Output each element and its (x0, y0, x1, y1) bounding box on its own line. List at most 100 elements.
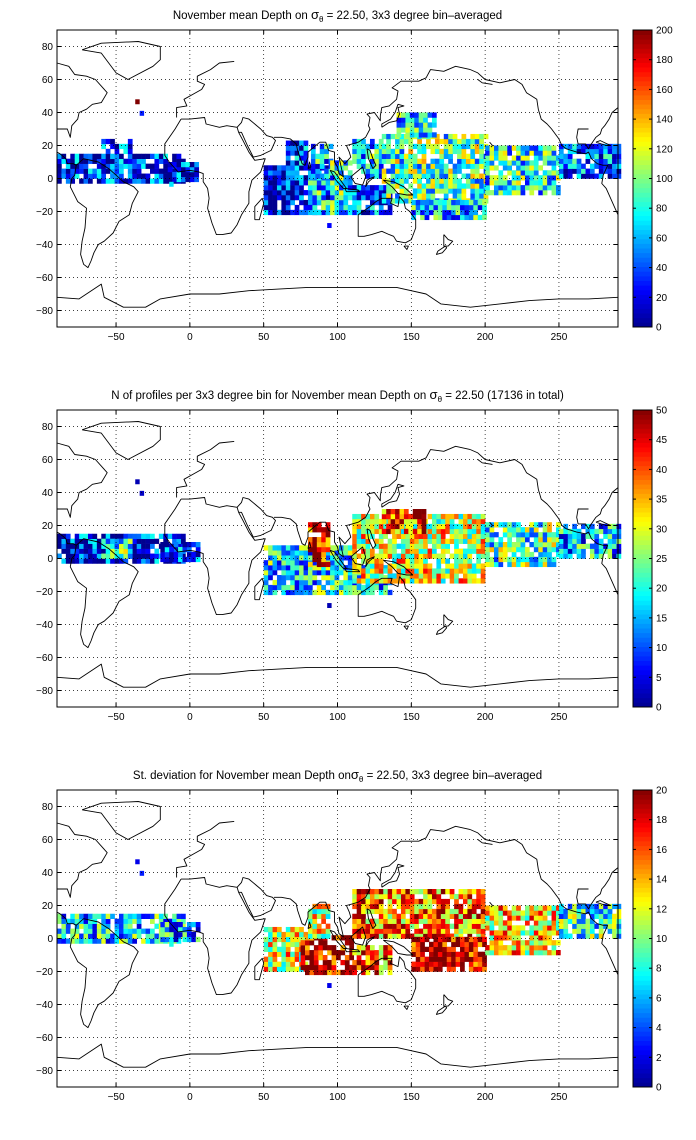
heatmap-cell (110, 143, 115, 150)
heatmap-cell (390, 183, 396, 189)
heatmap-cell (442, 204, 448, 211)
heatmap-cell (263, 170, 269, 176)
heatmap-cell (455, 209, 461, 216)
heatmap-cell (158, 533, 164, 539)
heatmap-cell (567, 168, 573, 174)
heatmap-cell (424, 204, 430, 211)
heatmap-cell (294, 946, 300, 952)
heatmap-cell (507, 925, 513, 931)
heatmap-cell (132, 548, 138, 554)
heatmap-cell (96, 178, 102, 184)
heatmap-cell (493, 155, 499, 161)
heatmap-cell (369, 918, 375, 924)
heatmap-cell (412, 518, 418, 525)
heatmap-cell (365, 928, 371, 934)
heatmap-cell (374, 199, 380, 206)
heatmap-cell (502, 190, 508, 196)
heatmap-cell (436, 513, 442, 520)
heatmap-cell (423, 913, 428, 919)
heatmap-cell (361, 933, 366, 939)
heatmap-cell (268, 584, 273, 591)
heatmap-cell (310, 168, 316, 174)
heatmap-cell (330, 170, 335, 176)
heatmap-cell (533, 537, 539, 543)
heatmap-cell (433, 946, 439, 952)
heatmap-cell (114, 548, 120, 554)
heatmap-cell (498, 551, 504, 558)
heatmap-cell (361, 893, 366, 900)
heatmap-cell (92, 173, 98, 179)
heatmap-cell (374, 959, 380, 966)
heatmap-cell (414, 127, 419, 133)
heatmap-cell (395, 193, 400, 199)
heatmap-cell (485, 150, 490, 156)
heatmap-cell (538, 185, 544, 191)
heatmap-cell (127, 163, 133, 169)
heatmap-cell (303, 180, 309, 186)
heatmap-cell (493, 920, 499, 926)
heatmap-cell (529, 935, 535, 941)
heatmap-cell (558, 153, 564, 159)
colorbar-segment (633, 906, 652, 912)
heatmap-cell (440, 903, 446, 910)
coastline-java (344, 947, 361, 953)
heatmap-cell (343, 190, 349, 196)
heatmap-cell (502, 935, 508, 941)
heatmap-cell (612, 543, 617, 549)
heatmap-cell (511, 145, 517, 151)
heatmap-cell (92, 553, 98, 559)
heatmap-cell (452, 133, 458, 140)
heatmap-cell (387, 964, 393, 971)
heatmap-cell (365, 955, 371, 961)
heatmap-cell (361, 533, 366, 539)
heatmap-cell (421, 518, 427, 525)
heatmap-cell (467, 933, 473, 939)
heatmap-cell (334, 565, 340, 571)
heatmap-cell (395, 509, 400, 515)
heatmap-cell (135, 859, 140, 865)
heatmap-cell (581, 928, 586, 934)
heatmap-cell (276, 545, 282, 551)
heatmap-cell (462, 913, 468, 919)
heatmap-cell (268, 185, 273, 191)
heatmap-cell (167, 543, 173, 549)
colorbar-segment (633, 577, 652, 583)
heatmap-cell (127, 553, 133, 559)
heatmap-cell (290, 195, 295, 201)
heatmap-cell (101, 918, 107, 924)
heatmap-cell (185, 176, 191, 183)
heatmap-cell (471, 578, 477, 584)
heatmap-cell (158, 918, 164, 924)
heatmap-cell (452, 148, 458, 155)
heatmap-cell (516, 930, 521, 936)
heatmap-cell (57, 543, 62, 549)
heatmap-cell (417, 163, 422, 169)
heatmap-cell (110, 913, 115, 919)
heatmap-cell (418, 538, 424, 544)
heatmap-cell (455, 214, 461, 221)
heatmap-cell (449, 923, 455, 929)
heatmap-cell (429, 941, 434, 948)
heatmap-cell (454, 558, 459, 564)
heatmap-cell (334, 190, 340, 196)
heatmap-cell (445, 933, 450, 939)
heatmap-cell (331, 950, 337, 956)
heatmap-cell (324, 153, 329, 159)
heatmap-cell (110, 938, 115, 944)
heatmap-cell (423, 558, 428, 564)
heatmap-cell (383, 523, 388, 530)
heatmap-cell (399, 513, 405, 520)
heatmap-cell (356, 908, 362, 915)
heatmap-cell (114, 153, 120, 159)
heatmap-cell (74, 558, 80, 564)
colorbar-tick-label: 5 (656, 673, 662, 684)
heatmap-cell (430, 178, 436, 184)
heatmap-cell (321, 204, 326, 211)
heatmap-cell (440, 518, 446, 525)
heatmap-cell (594, 548, 600, 554)
heatmap-cell (135, 99, 140, 105)
heatmap-cell (387, 933, 393, 939)
heatmap-cell (440, 558, 446, 564)
heatmap-cell (409, 538, 415, 544)
heatmap-cell (485, 160, 490, 166)
